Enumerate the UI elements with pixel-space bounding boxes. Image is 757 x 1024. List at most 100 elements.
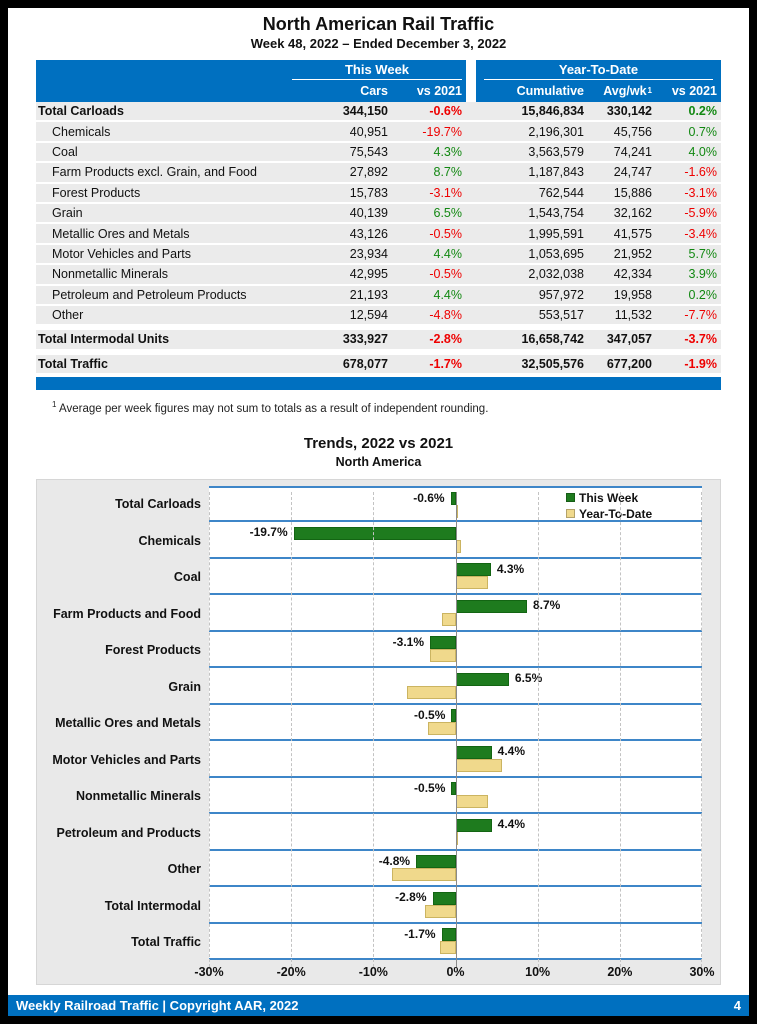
chart-x-axis: -30% -20% -10% 0% 10% 20% 30%: [194, 960, 714, 982]
x-tick-label: -30%: [194, 965, 224, 980]
chart-plot-cell: -1.7%: [209, 923, 702, 961]
bar-this-week: [441, 928, 456, 942]
cell-this-week-pct: -3.1%: [429, 185, 462, 200]
chart-plot-cell: -19.7%: [209, 522, 702, 559]
bar-value-label: 6.5%: [514, 671, 543, 686]
bar-value-label: -1.7%: [404, 926, 436, 941]
bar-year-to-date: [455, 539, 462, 553]
cell-this-week-pct: 4.4%: [433, 287, 463, 302]
table-row: Chemicals 40,951 -19.7% 2,196,301 45,756 0.7%: [36, 122, 721, 143]
table-row: Total Intermodal Units 333,927 -2.8% 16,658…: [36, 330, 721, 351]
cell-cars: 23,934: [349, 246, 388, 261]
bar-this-week: [293, 526, 456, 540]
cell-avg-week: 42,334: [613, 267, 652, 282]
header-segment-this-week: This Week Cars vs 2021: [36, 60, 466, 102]
row-label: Grain: [52, 206, 83, 221]
bar-value-label: -0.5%: [414, 707, 446, 722]
cell-avg-week: 19,958: [613, 287, 652, 302]
chart-category-label: Chemicals: [138, 533, 201, 548]
group-header-year-to-date: Year-To-Date: [484, 60, 713, 80]
legend-label: Year-To-Date: [579, 506, 653, 521]
bar-this-week: [450, 492, 456, 506]
cell-this-week-pct: -4.8%: [429, 308, 462, 323]
chart-row: Chemicals -19.7%: [37, 522, 720, 559]
bar-this-week: [455, 599, 527, 613]
bar-this-week: [430, 636, 456, 650]
bar-year-to-date: [439, 941, 456, 955]
bar-value-label: -0.6%: [413, 490, 445, 505]
chart-plot-cell: -0.5%: [209, 777, 702, 815]
page-subtitle: Week 48, 2022 – Ended December 3, 2022: [250, 36, 507, 51]
chart-category-label: Nonmetallic Minerals: [75, 789, 201, 804]
chart-row: Motor Vehicles and Parts 4.4%: [37, 741, 720, 778]
row-label: Metallic Ores and Metals: [52, 226, 190, 241]
chart-row: Coal 4.3%: [37, 558, 720, 596]
footer-page-number: 4: [733, 998, 741, 1013]
chart-row: Metallic Ores and Metals -0.5%: [37, 704, 720, 742]
bar-this-week: [455, 818, 492, 832]
chart-category-label: Farm Products and Food: [53, 606, 201, 621]
table-header: This Week Cars vs 2021 Year-To-Date Cumu…: [36, 60, 721, 102]
cell-cumulative: 3,563,579: [528, 144, 584, 159]
table-body: Total Carloads 344,150 -0.6% 15,846,834 330,…: [36, 102, 721, 376]
bar-year-to-date: [427, 722, 456, 736]
cell-this-week-pct: -0.5%: [429, 267, 462, 282]
cell-this-week-pct: 4.3%: [433, 144, 463, 159]
bar-this-week: [455, 672, 509, 686]
bar-value-label: 4.4%: [497, 817, 525, 832]
rail-traffic-table: This Week Cars vs 2021 Year-To-Date Cumu…: [36, 60, 721, 391]
cell-cumulative: 957,972: [538, 287, 584, 302]
chart-row: Total Intermodal -2.8%: [37, 887, 720, 924]
cell-avg-week: 41,575: [613, 226, 652, 241]
legend-swatch-green: [566, 493, 575, 503]
cell-ytd-pct: 0.2%: [688, 287, 718, 302]
table-row: Metallic Ores and Metals 43,126 -0.5% 1,995…: [36, 224, 721, 245]
group-header-this-week: This Week: [292, 60, 462, 80]
chart-category-label: Coal: [173, 570, 201, 585]
col-header-cars: Cars: [360, 84, 388, 98]
chart-category-label: Grain: [168, 679, 201, 694]
chart-row: Petroleum and Products 4.4%: [37, 814, 720, 851]
cell-cumulative: 553,517: [538, 308, 584, 323]
chart-plot-cell: 8.7%: [209, 595, 702, 632]
chart-title: Trends, 2022 vs 2021: [303, 434, 454, 452]
chart-row: Total Carloads -0.6% This Week Year-To-Date: [37, 485, 720, 523]
bar-this-week: [455, 563, 491, 577]
row-label: Total Traffic: [38, 356, 108, 371]
cell-ytd-pct: 0.7%: [688, 124, 718, 139]
chart-rows: Total Carloads -0.6% This Week Year-To-Date…: [37, 485, 720, 968]
chart-category-label: Forest Products: [105, 643, 201, 658]
cell-avg-week: 21,952: [613, 246, 652, 261]
cell-ytd-pct: -7.7%: [684, 308, 717, 323]
footnote-superscript: 1: [52, 400, 57, 410]
chart-category-label: Other: [167, 862, 201, 877]
cell-cumulative: 762,544: [538, 185, 584, 200]
chart-row: Other -4.8%: [37, 850, 720, 888]
chart-plot-cell: -3.1%: [209, 631, 702, 669]
row-label: Farm Products excl. Grain, and Food: [52, 165, 257, 180]
table-row: Total Traffic 678,077 -1.7% 32,505,576 677,2…: [36, 354, 721, 376]
chart-row: Nonmetallic Minerals -0.5%: [37, 777, 720, 815]
cell-cars: 40,951: [349, 124, 388, 139]
chart-plot-cell: -2.8%: [209, 887, 702, 924]
table-row: Farm Products excl. Grain, and Food 27,89…: [36, 163, 721, 184]
bar-this-week: [455, 745, 492, 759]
cell-cars: 333,927: [342, 332, 388, 347]
chart-row: Farm Products and Food 8.7%: [37, 595, 720, 632]
row-label: Coal: [52, 144, 78, 159]
cell-avg-week: 45,756: [613, 124, 652, 139]
cell-ytd-pct: -3.4%: [684, 226, 717, 241]
bar-year-to-date: [442, 612, 456, 626]
bar-value-label: 4.3%: [496, 561, 525, 576]
legend-label: This Week: [579, 490, 639, 505]
footnote-text: Average per week figures may not sum to …: [59, 402, 489, 415]
row-label: Motor Vehicles and Parts: [52, 246, 191, 261]
cell-cumulative: 1,995,591: [528, 226, 584, 241]
legend-swatch-yellow: [566, 509, 575, 519]
cell-ytd-pct: -3.1%: [684, 185, 717, 200]
chart-category-label: Petroleum and Products: [56, 825, 201, 840]
cell-avg-week: 347,057: [606, 332, 652, 347]
bar-year-to-date: [430, 649, 456, 663]
cell-avg-week: 32,162: [613, 206, 652, 221]
cell-cars: 21,193: [349, 287, 388, 302]
